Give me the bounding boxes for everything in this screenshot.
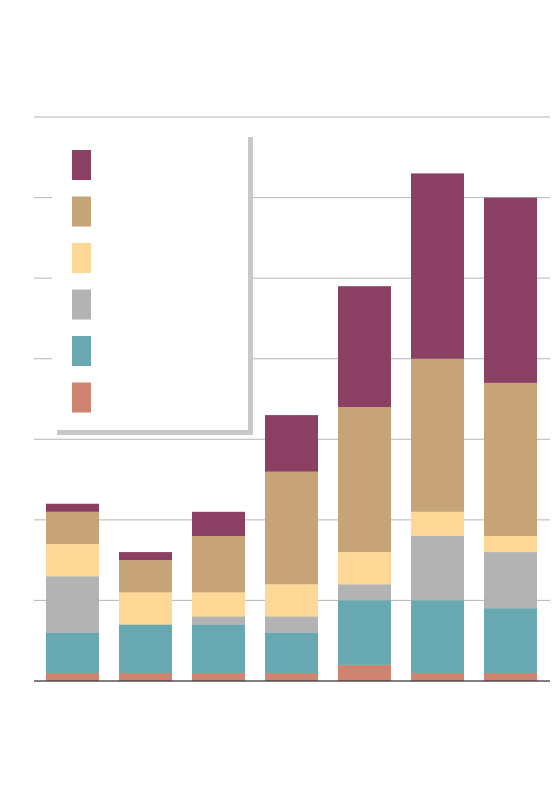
legend-box	[52, 132, 248, 430]
bar-segment	[484, 552, 537, 609]
bar-segment	[484, 672, 537, 681]
bar-segment	[484, 382, 537, 536]
bar-segment	[265, 415, 318, 472]
bar-segment	[119, 592, 172, 625]
bar-segment	[484, 535, 537, 553]
bar-segment	[338, 600, 391, 665]
legend-swatch	[72, 382, 91, 413]
legend-swatch	[72, 150, 91, 180]
bar-segment	[192, 592, 245, 617]
bar-segment	[192, 511, 245, 536]
legend-swatch	[72, 289, 91, 320]
bar-segment	[46, 511, 99, 545]
bar-segment	[265, 616, 318, 633]
bar-segment	[119, 560, 172, 593]
bar-segment	[46, 576, 99, 633]
bar-segment	[265, 632, 318, 673]
legend-swatch	[72, 243, 91, 273]
bar-segment	[119, 624, 172, 673]
legend-swatch	[72, 336, 91, 366]
bar-segment	[46, 544, 99, 577]
bar-segment	[192, 672, 245, 681]
bar-segment	[192, 624, 245, 673]
bar-segment	[338, 584, 391, 601]
bar-segment	[411, 358, 464, 512]
bar-segment	[411, 511, 464, 536]
bar-segment	[338, 552, 391, 585]
bar-segment	[265, 584, 318, 617]
bar-segment	[484, 608, 537, 673]
bar-segment	[411, 672, 464, 681]
legend-swatch	[72, 196, 91, 227]
bar-segment	[411, 535, 464, 601]
bar-segment	[46, 632, 99, 673]
bar-segment	[192, 535, 245, 593]
bar-segment	[338, 407, 391, 553]
bar-segment	[411, 600, 464, 673]
bar-segment	[46, 672, 99, 681]
bar-segment	[192, 616, 245, 625]
bar-segment	[411, 173, 464, 359]
bar-segment	[265, 471, 318, 585]
bar-segment	[338, 664, 391, 681]
bar-segment	[119, 552, 172, 561]
bar-segment	[265, 672, 318, 681]
bar-segment	[119, 672, 172, 681]
bar-segment	[484, 197, 537, 383]
bar-segment	[46, 503, 99, 512]
bar-segment	[338, 286, 391, 408]
